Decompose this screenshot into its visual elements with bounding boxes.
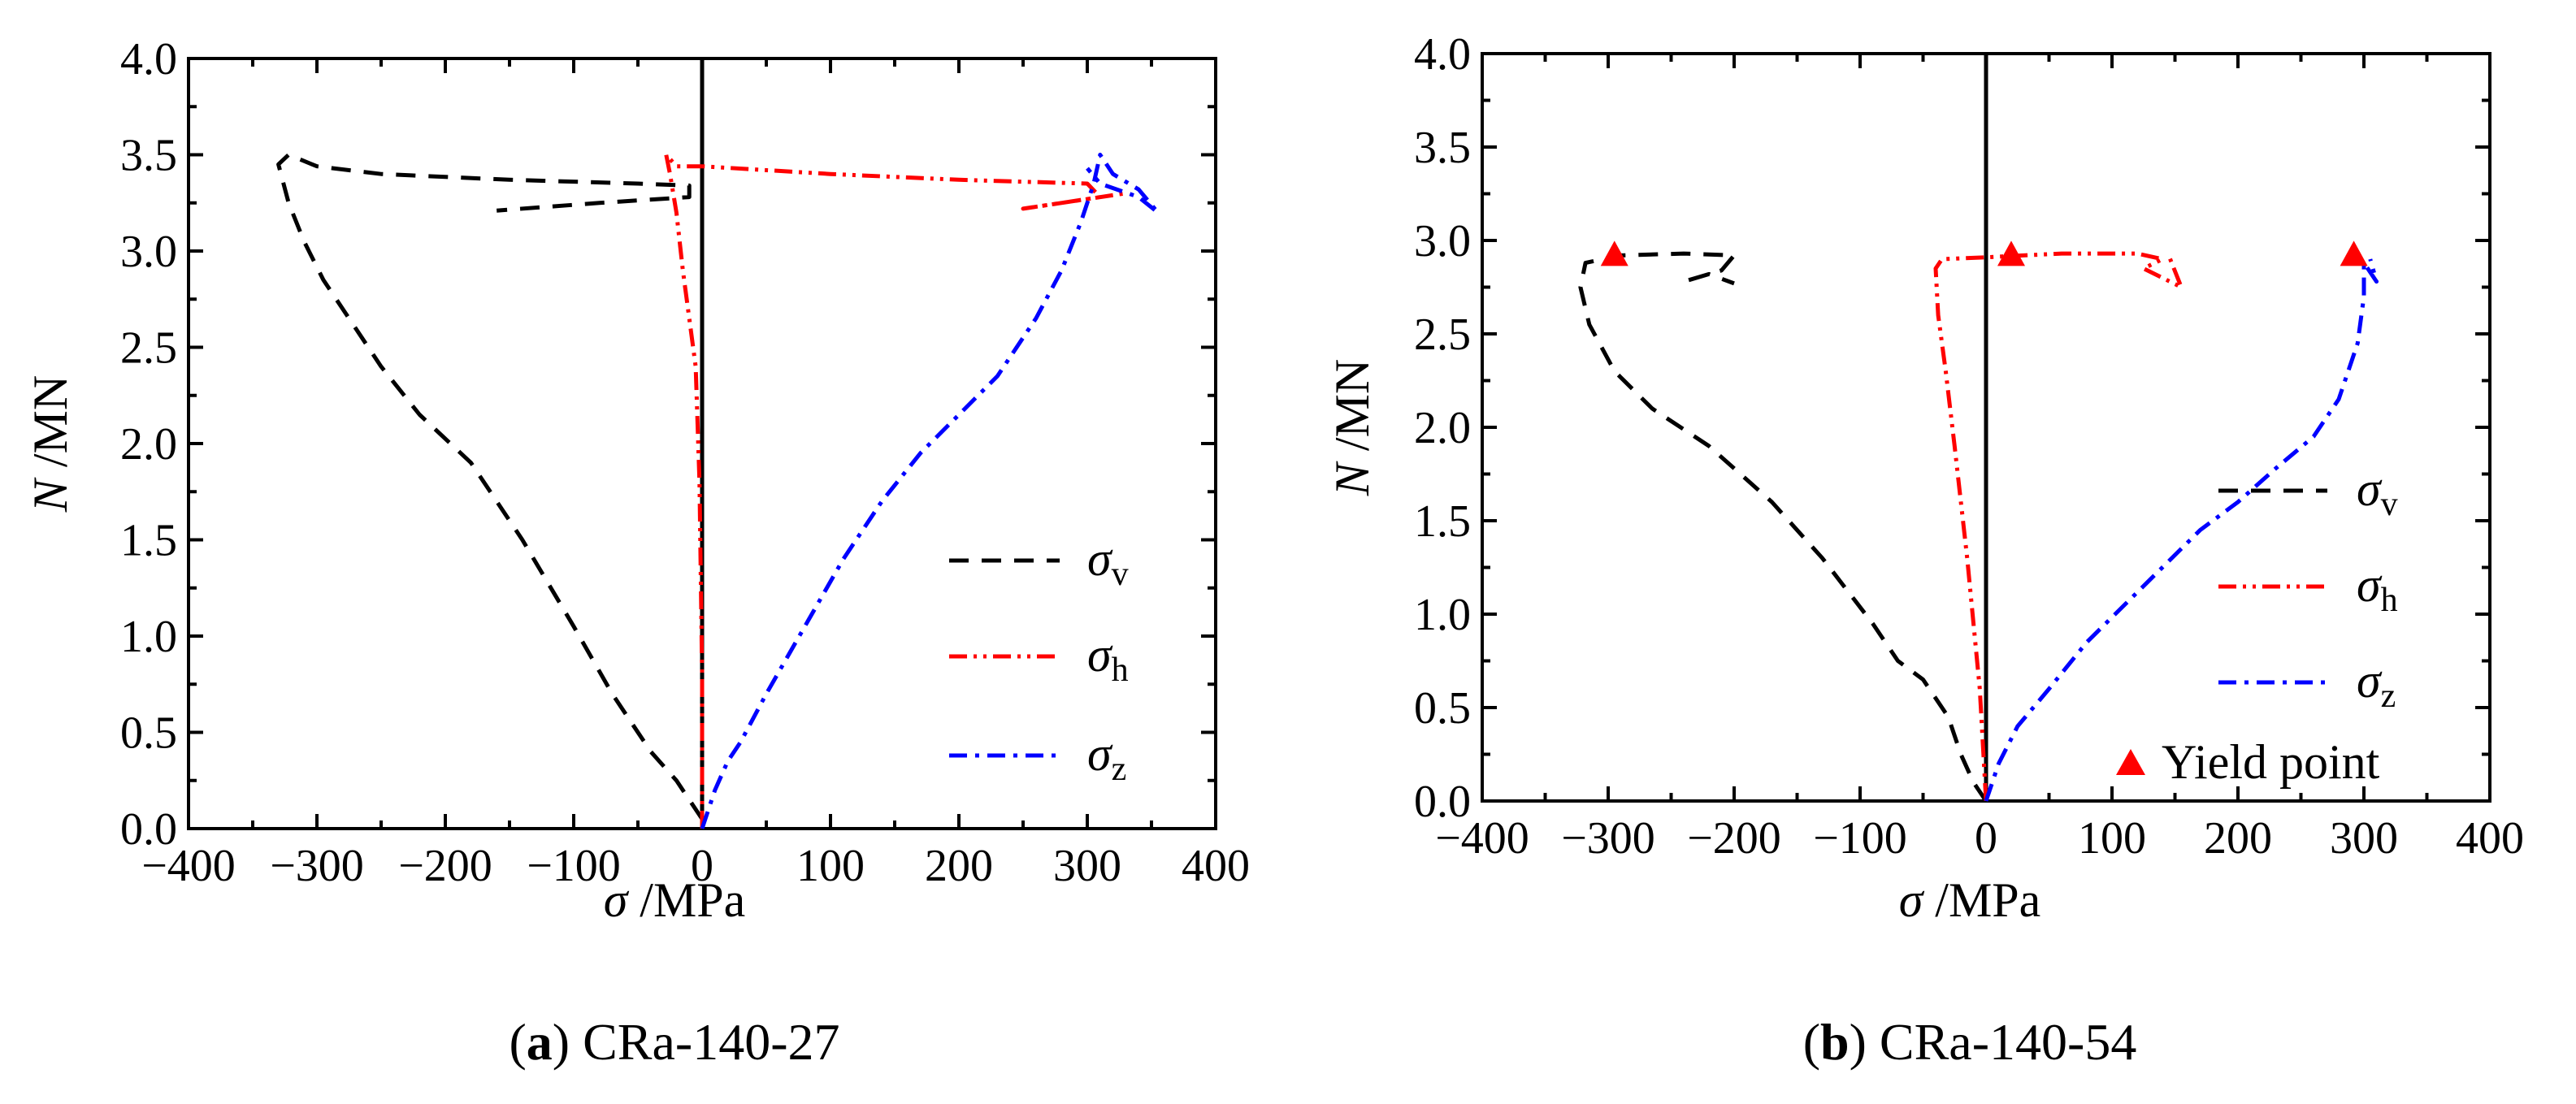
panel-a-y-axis-title: N /MN — [24, 375, 77, 513]
x-tick-label: 400 — [1182, 841, 1250, 891]
legend-a-z-label: σz — [1087, 727, 1126, 788]
y-tick-label: 4.0 — [1414, 29, 1471, 80]
x-tick-label: −100 — [1813, 813, 1907, 864]
legend-b-yield-marker — [2116, 749, 2145, 775]
y-tick-label: 1.0 — [120, 612, 177, 662]
x-tick-label: 400 — [2456, 813, 2524, 864]
yield-point-marker — [2340, 240, 2368, 266]
y-tick-label: 4.0 — [120, 34, 177, 84]
y-tick-label: 3.5 — [1414, 123, 1471, 173]
y-tick-label: 0.0 — [120, 804, 177, 855]
panel-a-legend: σv σh σz — [949, 532, 1129, 788]
panel-a-chart: −400 −300 −200 −100 0 100 200 300 400 0.0 0.5 1.0 1… — [24, 34, 1250, 1071]
y-tick-label: 3.0 — [120, 227, 177, 277]
panel-b-yield-points — [1600, 240, 2368, 266]
panel-b-ticks — [1481, 52, 2491, 803]
y-tick-label: 2.0 — [1414, 403, 1471, 453]
legend-a-v-label: σv — [1087, 532, 1129, 593]
y-tick-label: 0.5 — [1414, 683, 1471, 734]
series-sigma-z-line — [700, 153, 1160, 829]
series-sigma-v-line — [1578, 251, 1988, 803]
x-tick-label: 200 — [2204, 813, 2272, 864]
x-tick-label: 300 — [1053, 841, 1121, 891]
y-tick-label: 1.5 — [120, 516, 177, 566]
y-tick-label: 0.5 — [120, 708, 177, 759]
x-tick-label: −400 — [1435, 813, 1529, 864]
yield-point-marker — [1600, 240, 1628, 266]
x-tick-label: −200 — [1687, 813, 1781, 864]
panel-b-x-axis-title: σ /MPa — [1899, 873, 2041, 927]
series-sigma-h-line — [664, 153, 1126, 829]
y-tick-label: 3.5 — [120, 131, 177, 181]
legend-b-v-label: σv — [2357, 462, 2398, 523]
panel-b-chart: −400 −300 −200 −100 0 100 200 300 400 0.0 0.5 1.0 1… — [1325, 29, 2524, 1071]
x-tick-label: −100 — [527, 841, 621, 891]
legend-b-h-label: σh — [2357, 558, 2398, 619]
x-tick-label: 100 — [2078, 813, 2146, 864]
series-sigma-v-line — [276, 153, 705, 820]
x-tick-label: −300 — [270, 841, 364, 891]
x-tick-label: 100 — [796, 841, 865, 891]
panel-a-ticks — [187, 57, 1217, 830]
series-sigma-h-line — [1933, 251, 2184, 802]
y-tick-label: 1.0 — [1414, 590, 1471, 640]
x-tick-label: 200 — [925, 841, 993, 891]
legend-a-h-label: σh — [1087, 628, 1129, 689]
x-tick-label: −200 — [398, 841, 492, 891]
panel-b-caption: (b) CRa-140-54 — [1803, 1013, 2137, 1071]
panel-a-x-axis-title: σ /MPa — [604, 873, 746, 927]
panel-b-x-tick-labels: −400 −300 −200 −100 0 100 200 300 400 — [1435, 813, 2524, 864]
y-tick-label: 2.5 — [1414, 310, 1471, 360]
y-tick-label: 0.0 — [1414, 777, 1471, 827]
panel-b-legend: σv σh σz Yield point — [2116, 462, 2398, 789]
y-tick-label: 2.5 — [120, 323, 177, 374]
legend-b-z-label: σz — [2357, 654, 2396, 715]
x-tick-label: −400 — [141, 841, 236, 891]
x-tick-label: −300 — [1561, 813, 1655, 864]
yield-point-marker — [1997, 240, 2025, 266]
panel-a-caption: (a) CRa-140-27 — [509, 1013, 839, 1071]
legend-b-yield-label: Yield point — [2162, 735, 2380, 789]
x-tick-label: 0 — [1975, 813, 1997, 864]
panel-a-series — [276, 153, 1160, 829]
panel-a-y-tick-labels: 0.0 0.5 1.0 1.5 2.0 2.5 3.0 3.5 4.0 — [120, 34, 177, 855]
panel-a-x-tick-labels: −400 −300 −200 −100 0 100 200 300 400 — [141, 841, 1250, 891]
y-tick-label: 2.0 — [120, 419, 177, 470]
panel-b-y-axis-title: N /MN — [1325, 359, 1379, 496]
panel-b-series — [1578, 251, 2379, 803]
series-sigma-z-line — [1984, 258, 2379, 802]
y-tick-label: 1.5 — [1414, 496, 1471, 547]
x-tick-label: 0 — [691, 841, 713, 891]
y-tick-label: 3.0 — [1414, 216, 1471, 266]
x-tick-label: 300 — [2330, 813, 2398, 864]
panel-b-y-tick-labels: 0.0 0.5 1.0 1.5 2.0 2.5 3.0 3.5 4.0 — [1414, 29, 1471, 827]
